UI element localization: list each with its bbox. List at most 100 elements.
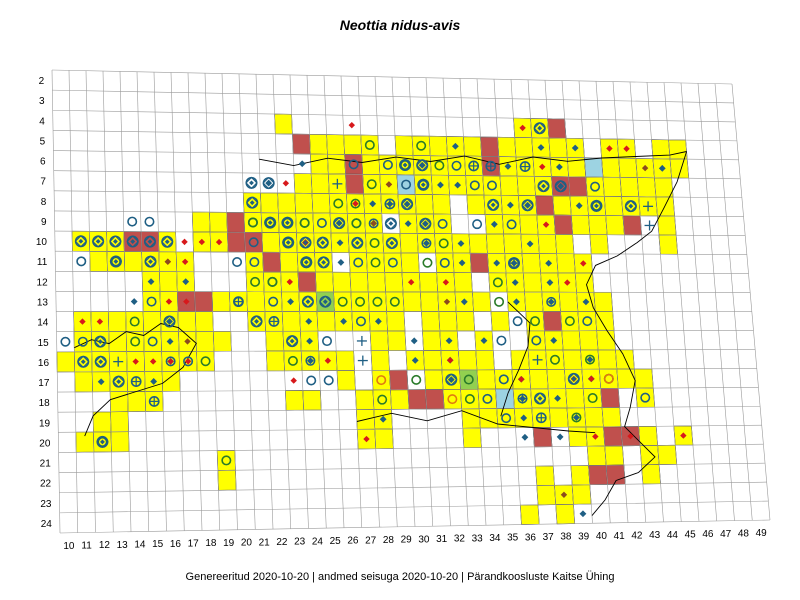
marker-blue-circle bbox=[506, 219, 517, 230]
marker-blue-diamond bbox=[130, 298, 138, 305]
grid-cell-red bbox=[568, 176, 588, 197]
row-label: 20 bbox=[39, 438, 51, 449]
marker-olive-circle bbox=[464, 393, 475, 404]
grid-cell-yellow bbox=[655, 196, 675, 217]
marker-diamond-in-circle bbox=[533, 122, 546, 135]
marker-blue-diamond bbox=[337, 259, 345, 266]
marker-red-diamond bbox=[184, 358, 192, 365]
column-label: 39 bbox=[578, 531, 590, 542]
grid-cell-yellow bbox=[372, 389, 392, 410]
marker-blue-circle bbox=[248, 237, 259, 248]
marker-blue-diamond bbox=[511, 279, 519, 286]
marker-olive-circle bbox=[369, 237, 380, 248]
grid-line-vertical bbox=[595, 81, 629, 523]
grid-cell-yellow bbox=[560, 311, 580, 332]
column-label: 43 bbox=[649, 530, 661, 541]
marker-red-diamond bbox=[183, 298, 190, 305]
grid-line-vertical bbox=[323, 75, 345, 528]
grid-line-vertical bbox=[289, 74, 309, 529]
marker-olive-circle bbox=[438, 238, 449, 249]
grid-line-horizontal bbox=[55, 291, 751, 293]
grid-cell-yellow bbox=[366, 252, 385, 273]
grid-line-vertical bbox=[442, 78, 469, 526]
grid-cell-yellow bbox=[211, 291, 231, 312]
grid-cell-lightblue bbox=[495, 388, 515, 409]
grid-line-vertical bbox=[697, 83, 735, 521]
grid-line-vertical bbox=[119, 71, 132, 532]
marker-diamond-in-circle bbox=[282, 236, 295, 249]
grid-cell-yellow bbox=[529, 369, 549, 390]
marker-blue-diamond bbox=[550, 337, 558, 344]
row-label: 24 bbox=[41, 519, 53, 530]
marker-diamond-in-circle-core bbox=[148, 259, 153, 265]
grid-line-horizontal bbox=[57, 387, 759, 393]
marker-diamond-in-circle-core bbox=[388, 221, 394, 226]
grid-cell-red bbox=[407, 389, 427, 410]
grid-cell-yellow bbox=[333, 291, 353, 312]
grid-cell-yellow bbox=[423, 350, 443, 371]
marker-olive-circle bbox=[97, 436, 108, 447]
grid-line-vertical bbox=[221, 73, 238, 530]
marker-diamond-in-circle bbox=[245, 176, 258, 189]
marker-olive-circle bbox=[389, 296, 400, 307]
marker-diamond-in-circle bbox=[161, 235, 174, 248]
marker-diamond-in-circle bbox=[333, 217, 346, 230]
grid-line-vertical bbox=[680, 82, 718, 521]
grid-cell-yellow bbox=[351, 311, 371, 332]
grid-cell-yellow bbox=[546, 369, 567, 390]
grid-cell-yellow bbox=[347, 213, 366, 234]
marker-blue-diamond bbox=[556, 433, 564, 441]
marker-blue-circle bbox=[418, 179, 429, 190]
grid-cell-yellow bbox=[56, 351, 76, 373]
row-label: 6 bbox=[40, 157, 46, 168]
marker-diamond-in-circle-core bbox=[164, 239, 170, 245]
marker-diamond-in-circle bbox=[533, 392, 547, 405]
grid-cell-yellow bbox=[263, 291, 283, 312]
marker-diamond-in-circle bbox=[299, 236, 312, 249]
grid-line-vertical bbox=[85, 70, 96, 533]
grid-line-vertical bbox=[255, 74, 274, 530]
grid-cell-yellow bbox=[89, 251, 108, 272]
marker-olive-circle bbox=[200, 356, 211, 367]
grid-line-vertical bbox=[510, 79, 540, 525]
marker-blue-diamond bbox=[458, 259, 466, 267]
marker-red-diamond bbox=[79, 318, 86, 325]
grid-cell-yellow bbox=[74, 371, 93, 393]
marker-diamond-in-circle bbox=[94, 335, 107, 348]
grid-cell-yellow bbox=[191, 211, 211, 233]
marker-blue-circle bbox=[323, 375, 334, 386]
marker-blue-circle bbox=[401, 179, 412, 190]
grid-cell-yellow bbox=[302, 389, 322, 411]
grid-cell-yellow bbox=[374, 428, 394, 450]
marker-olive-circle bbox=[434, 160, 445, 171]
grid-cell-yellow bbox=[601, 157, 621, 178]
marker-brown-diamond bbox=[370, 220, 377, 227]
marker-red-diamond bbox=[442, 279, 450, 286]
marker-diamond-in-circle-core bbox=[285, 220, 290, 226]
marker-olive-circle bbox=[265, 217, 276, 228]
grid-cell-yellow bbox=[365, 232, 385, 254]
grid-cell-yellow bbox=[261, 232, 281, 253]
marker-red-diamond bbox=[407, 279, 415, 286]
marker-blue-diamond bbox=[379, 415, 387, 423]
row-label: 19 bbox=[39, 418, 51, 429]
grid-cell-red bbox=[553, 214, 573, 235]
grid-cell-yellow bbox=[578, 330, 599, 351]
marker-diamond-in-circle-core bbox=[305, 299, 311, 305]
column-label: 49 bbox=[756, 528, 768, 539]
grid-cell-yellow bbox=[159, 271, 178, 292]
grid-cell-yellow bbox=[605, 215, 625, 236]
marker-blue-diamond bbox=[404, 220, 412, 228]
marker-red-diamond bbox=[165, 298, 173, 305]
grid-line-vertical bbox=[561, 80, 593, 524]
marker-diamond-in-circle bbox=[96, 435, 109, 449]
grid-line-horizontal bbox=[53, 170, 741, 180]
marker-olive-circle bbox=[492, 277, 503, 288]
grid-line-vertical bbox=[459, 78, 487, 526]
grid-cell-yellow bbox=[360, 134, 380, 156]
marker-red-diamond bbox=[96, 318, 104, 325]
grid-cell-yellow bbox=[472, 291, 492, 312]
marker-blue-circle bbox=[77, 336, 88, 347]
marker-blue-circle bbox=[305, 355, 316, 366]
grid-line-vertical bbox=[527, 79, 558, 524]
